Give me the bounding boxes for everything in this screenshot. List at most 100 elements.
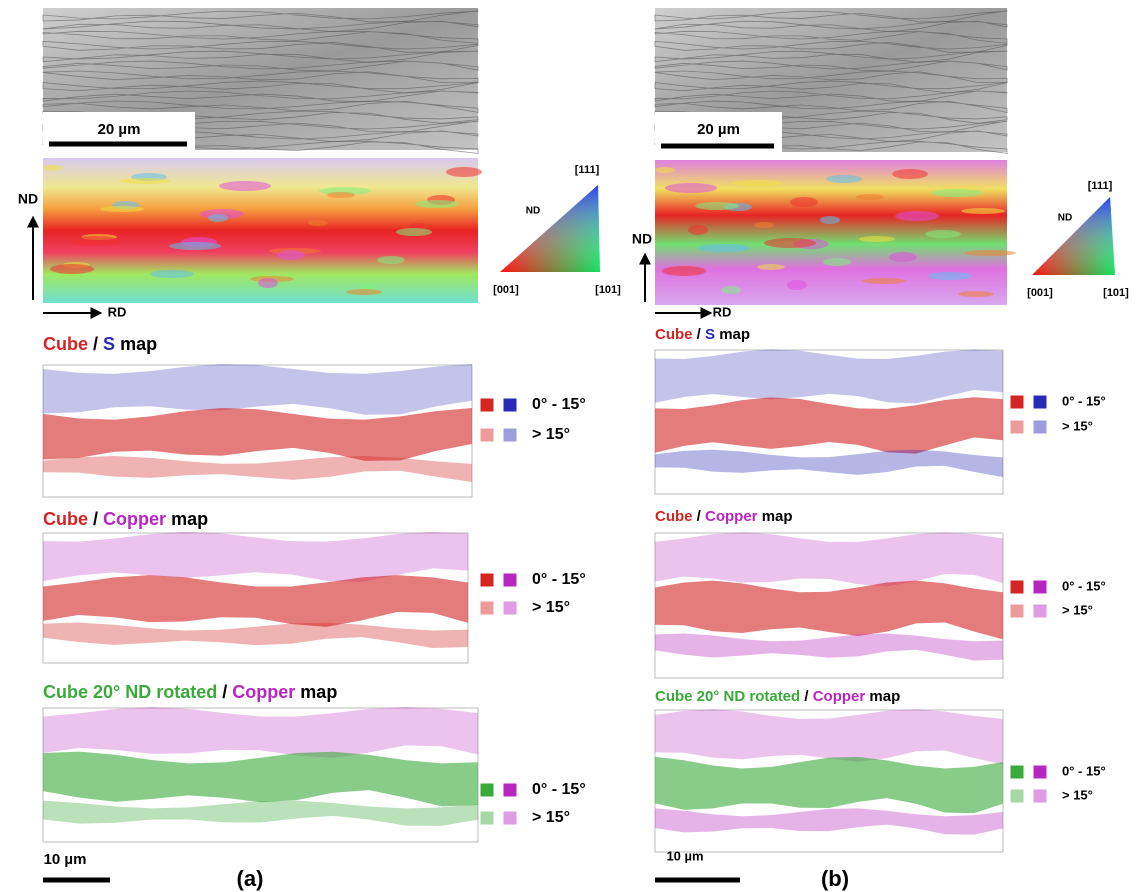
grain xyxy=(961,208,1005,214)
component-region xyxy=(43,531,468,582)
grain xyxy=(928,272,972,280)
ipf-key-label: [111] xyxy=(575,164,600,176)
legend-label: 0° - 15° xyxy=(1062,578,1106,593)
grain xyxy=(377,256,405,264)
grain xyxy=(43,165,63,171)
title-part: map xyxy=(300,682,337,702)
panel-label: (b) xyxy=(821,866,849,891)
ipf-key-label: [111] xyxy=(1088,180,1113,192)
legend-swatch xyxy=(480,573,494,587)
grain xyxy=(695,202,739,210)
legend-swatch xyxy=(1033,420,1047,434)
legend-label: 0° - 15° xyxy=(532,781,586,798)
grain xyxy=(258,278,278,288)
grain-boundary xyxy=(42,40,479,53)
grain xyxy=(757,264,785,270)
grain-boundary xyxy=(42,50,479,63)
legend-swatch xyxy=(1010,420,1024,434)
title-part: map xyxy=(171,509,208,529)
grain xyxy=(823,258,851,266)
title-part: map xyxy=(762,508,793,525)
ipf-key-shade xyxy=(500,185,600,272)
legend-label: > 15° xyxy=(532,599,570,616)
title-part: Cube xyxy=(43,334,88,354)
legend-label: > 15° xyxy=(1062,418,1093,433)
grain xyxy=(820,216,840,224)
grain xyxy=(662,266,706,276)
grain xyxy=(931,189,983,197)
legend-label: 0° - 15° xyxy=(1062,763,1106,778)
title-part: / xyxy=(222,682,227,702)
title-part: / xyxy=(93,334,98,354)
legend-swatch xyxy=(1033,395,1047,409)
legend-swatch xyxy=(1033,580,1047,594)
legend-label: 0° - 15° xyxy=(532,396,586,413)
grain-boundary xyxy=(42,20,479,33)
title-part: Cube 20° ND rotated xyxy=(655,688,800,705)
grain xyxy=(895,211,939,221)
legend-label: 0° - 15° xyxy=(532,571,586,588)
component-region xyxy=(655,349,1003,404)
ipf-key-label: ND xyxy=(526,206,540,217)
title-part: Cube xyxy=(655,326,693,343)
grain xyxy=(277,250,305,260)
grain xyxy=(219,181,271,191)
grain xyxy=(415,200,459,208)
legend-swatch xyxy=(1033,789,1047,803)
grain xyxy=(665,183,717,193)
grain xyxy=(731,180,783,186)
component-region xyxy=(655,709,1003,765)
legend-swatch xyxy=(503,783,517,797)
legend-swatch xyxy=(1010,604,1024,618)
grain xyxy=(208,214,228,222)
component-region xyxy=(43,456,472,483)
rd-label: RD xyxy=(713,304,732,319)
legend-label: > 15° xyxy=(1062,787,1093,802)
legend-swatch xyxy=(1010,765,1024,779)
ipf-key-label: [101] xyxy=(1103,287,1129,299)
component-region xyxy=(43,707,478,758)
grain-boundary xyxy=(654,30,1008,44)
component-region xyxy=(43,800,478,826)
ipf-key-label: ND xyxy=(1058,213,1072,224)
legend-label: > 15° xyxy=(532,809,570,826)
title-part: Copper xyxy=(813,688,866,705)
ipf-key-shade xyxy=(1032,197,1115,275)
grain xyxy=(327,192,355,198)
grain xyxy=(50,264,94,274)
nd-label: ND xyxy=(632,231,652,247)
component-region xyxy=(43,575,468,627)
grain xyxy=(764,238,816,248)
component-region xyxy=(655,397,1003,454)
nd-label: ND xyxy=(18,191,38,207)
grain xyxy=(688,225,708,235)
legend-swatch xyxy=(1033,765,1047,779)
grain xyxy=(655,167,675,173)
legend-label: > 15° xyxy=(532,426,570,443)
ipf-key-label: [001] xyxy=(1027,287,1053,299)
grain xyxy=(958,291,994,297)
title-part: Cube 20° ND rotated xyxy=(43,682,217,702)
map-title: Cube / S map xyxy=(655,326,750,343)
grain-boundary xyxy=(42,90,479,103)
grain-boundary xyxy=(42,10,479,23)
grain xyxy=(446,167,482,177)
grain xyxy=(790,197,818,207)
legend-swatch xyxy=(480,601,494,615)
legend-swatch xyxy=(503,398,517,412)
grain xyxy=(721,286,741,294)
grain xyxy=(856,194,884,200)
grain xyxy=(69,236,121,246)
panel-label: (a) xyxy=(237,866,264,891)
component-region xyxy=(655,808,1003,835)
map-title: Cube / S map xyxy=(43,334,157,354)
legend-swatch xyxy=(503,428,517,442)
grain xyxy=(698,244,750,252)
component-region xyxy=(655,633,1003,661)
grain xyxy=(150,270,194,278)
legend-label: 0° - 15° xyxy=(1062,393,1106,408)
grain xyxy=(754,222,774,228)
component-region xyxy=(43,622,468,648)
legend-swatch xyxy=(480,398,494,412)
legend-swatch xyxy=(1033,604,1047,618)
